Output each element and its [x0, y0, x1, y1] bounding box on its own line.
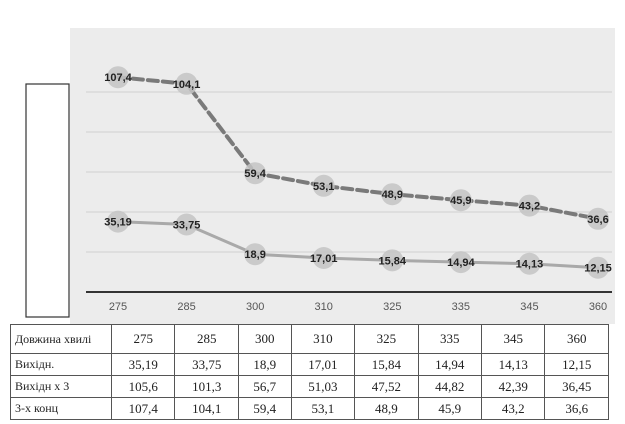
table-cell: 51,03 [290, 375, 356, 398]
data-point [449, 251, 472, 274]
table-column-header: 335 [417, 324, 483, 354]
data-point [312, 246, 335, 269]
table-cell: 105,6 [110, 375, 176, 398]
table-cell: 12,15 [544, 353, 609, 376]
data-label: 15,84 [379, 255, 407, 267]
table-row-label: Вихідн х 3 [10, 375, 112, 398]
table-cell: 18,9 [237, 353, 292, 376]
table-column-header: 275 [110, 324, 176, 354]
table-cell: 17,01 [290, 353, 356, 376]
table-header-row: Довжина хвилі 275 285 300 310 325 335 345 360 [10, 324, 609, 354]
data-label: 35,19 [104, 217, 132, 229]
table-row: Вихідн х 3 105,6 101,3 56,7 51,03 47,52 44,82 4… [10, 375, 609, 398]
table-cell: 44,82 [417, 375, 483, 398]
data-point [518, 252, 541, 275]
table-cell: 36,6 [544, 397, 609, 420]
table-cell: 56,7 [237, 375, 292, 398]
table-cell: 33,75 [174, 353, 239, 376]
table-column-header: 310 [290, 324, 356, 354]
data-label: 104,1 [173, 79, 201, 91]
data-label: 48,9 [382, 189, 403, 201]
data-label: 53,1 [313, 181, 334, 193]
table-cell: 45,9 [417, 397, 483, 420]
table-header-label: Довжина хвилі [10, 324, 112, 354]
table-column-header: 345 [481, 324, 546, 354]
x-tick-label: 275 [109, 301, 127, 313]
data-label: 45,9 [450, 195, 471, 207]
data-point [587, 256, 609, 279]
legend-box [25, 83, 70, 318]
table-cell: 53,1 [290, 397, 356, 420]
x-tick-label: 360 [589, 301, 607, 313]
data-label: 33,75 [173, 220, 201, 232]
x-tick-label: 345 [520, 301, 538, 313]
table-cell: 47,52 [354, 375, 419, 398]
data-label: 12,15 [584, 263, 612, 275]
data-label: 14,94 [447, 257, 475, 269]
data-point [175, 213, 198, 236]
data-point [449, 189, 472, 212]
table-row-label: 3-х конц [10, 397, 112, 420]
data-label: 18,9 [244, 249, 265, 261]
x-tick-label: 300 [246, 301, 264, 313]
x-tick-label: 285 [177, 301, 195, 313]
data-point [107, 210, 129, 233]
table-cell: 14,94 [417, 353, 483, 376]
chart: 107,4 104,1 59,4 53,1 48,9 45,9 43,2 36,6 35,19 3… [25, 28, 615, 324]
data-table: Довжина хвилі 275 285 300 310 325 335 345 360 В… [10, 324, 609, 420]
table-row: Вихідн. 35,19 33,75 18,9 17,01 15,84 14,94 14,1… [10, 353, 609, 376]
table-cell: 35,19 [110, 353, 176, 376]
table-column-header: 325 [354, 324, 419, 354]
data-point [518, 194, 541, 217]
data-point [107, 66, 129, 89]
series-line-2 [116, 220, 600, 270]
x-tick-label: 325 [383, 301, 401, 313]
table-cell: 104,1 [174, 397, 239, 420]
table-cell: 36,45 [544, 375, 609, 398]
table-cell: 107,4 [110, 397, 176, 420]
data-point [244, 162, 267, 185]
table-column-header: 360 [544, 324, 609, 354]
data-label: 17,01 [310, 253, 338, 265]
series-line-1 [116, 75, 600, 221]
table-cell: 43,2 [481, 397, 546, 420]
plot-background [70, 28, 615, 324]
table-cell: 48,9 [354, 397, 419, 420]
table-column-header: 300 [237, 324, 292, 354]
x-tick-label: 310 [315, 301, 333, 313]
table-cell: 59,4 [237, 397, 292, 420]
data-point [587, 207, 609, 230]
data-point [244, 243, 267, 266]
data-label: 107,4 [104, 72, 132, 84]
table-cell: 14,13 [481, 353, 546, 376]
data-point [381, 183, 404, 206]
table-cell: 101,3 [174, 375, 239, 398]
data-label: 14,13 [516, 259, 544, 271]
table-cell: 15,84 [354, 353, 419, 376]
table-row-label: Вихідн. [10, 353, 112, 376]
data-label: 43,2 [519, 201, 540, 213]
x-tick-label: 335 [452, 301, 470, 313]
table-cell: 42,39 [481, 375, 546, 398]
table-column-header: 285 [174, 324, 239, 354]
data-point [175, 72, 198, 95]
data-label: 59,4 [244, 168, 266, 180]
data-label: 36,6 [587, 214, 608, 226]
table-row: 3-х конц 107,4 104,1 59,4 53,1 48,9 45,9 43,2 36… [10, 397, 609, 420]
data-point [312, 174, 335, 197]
data-point [381, 249, 404, 272]
